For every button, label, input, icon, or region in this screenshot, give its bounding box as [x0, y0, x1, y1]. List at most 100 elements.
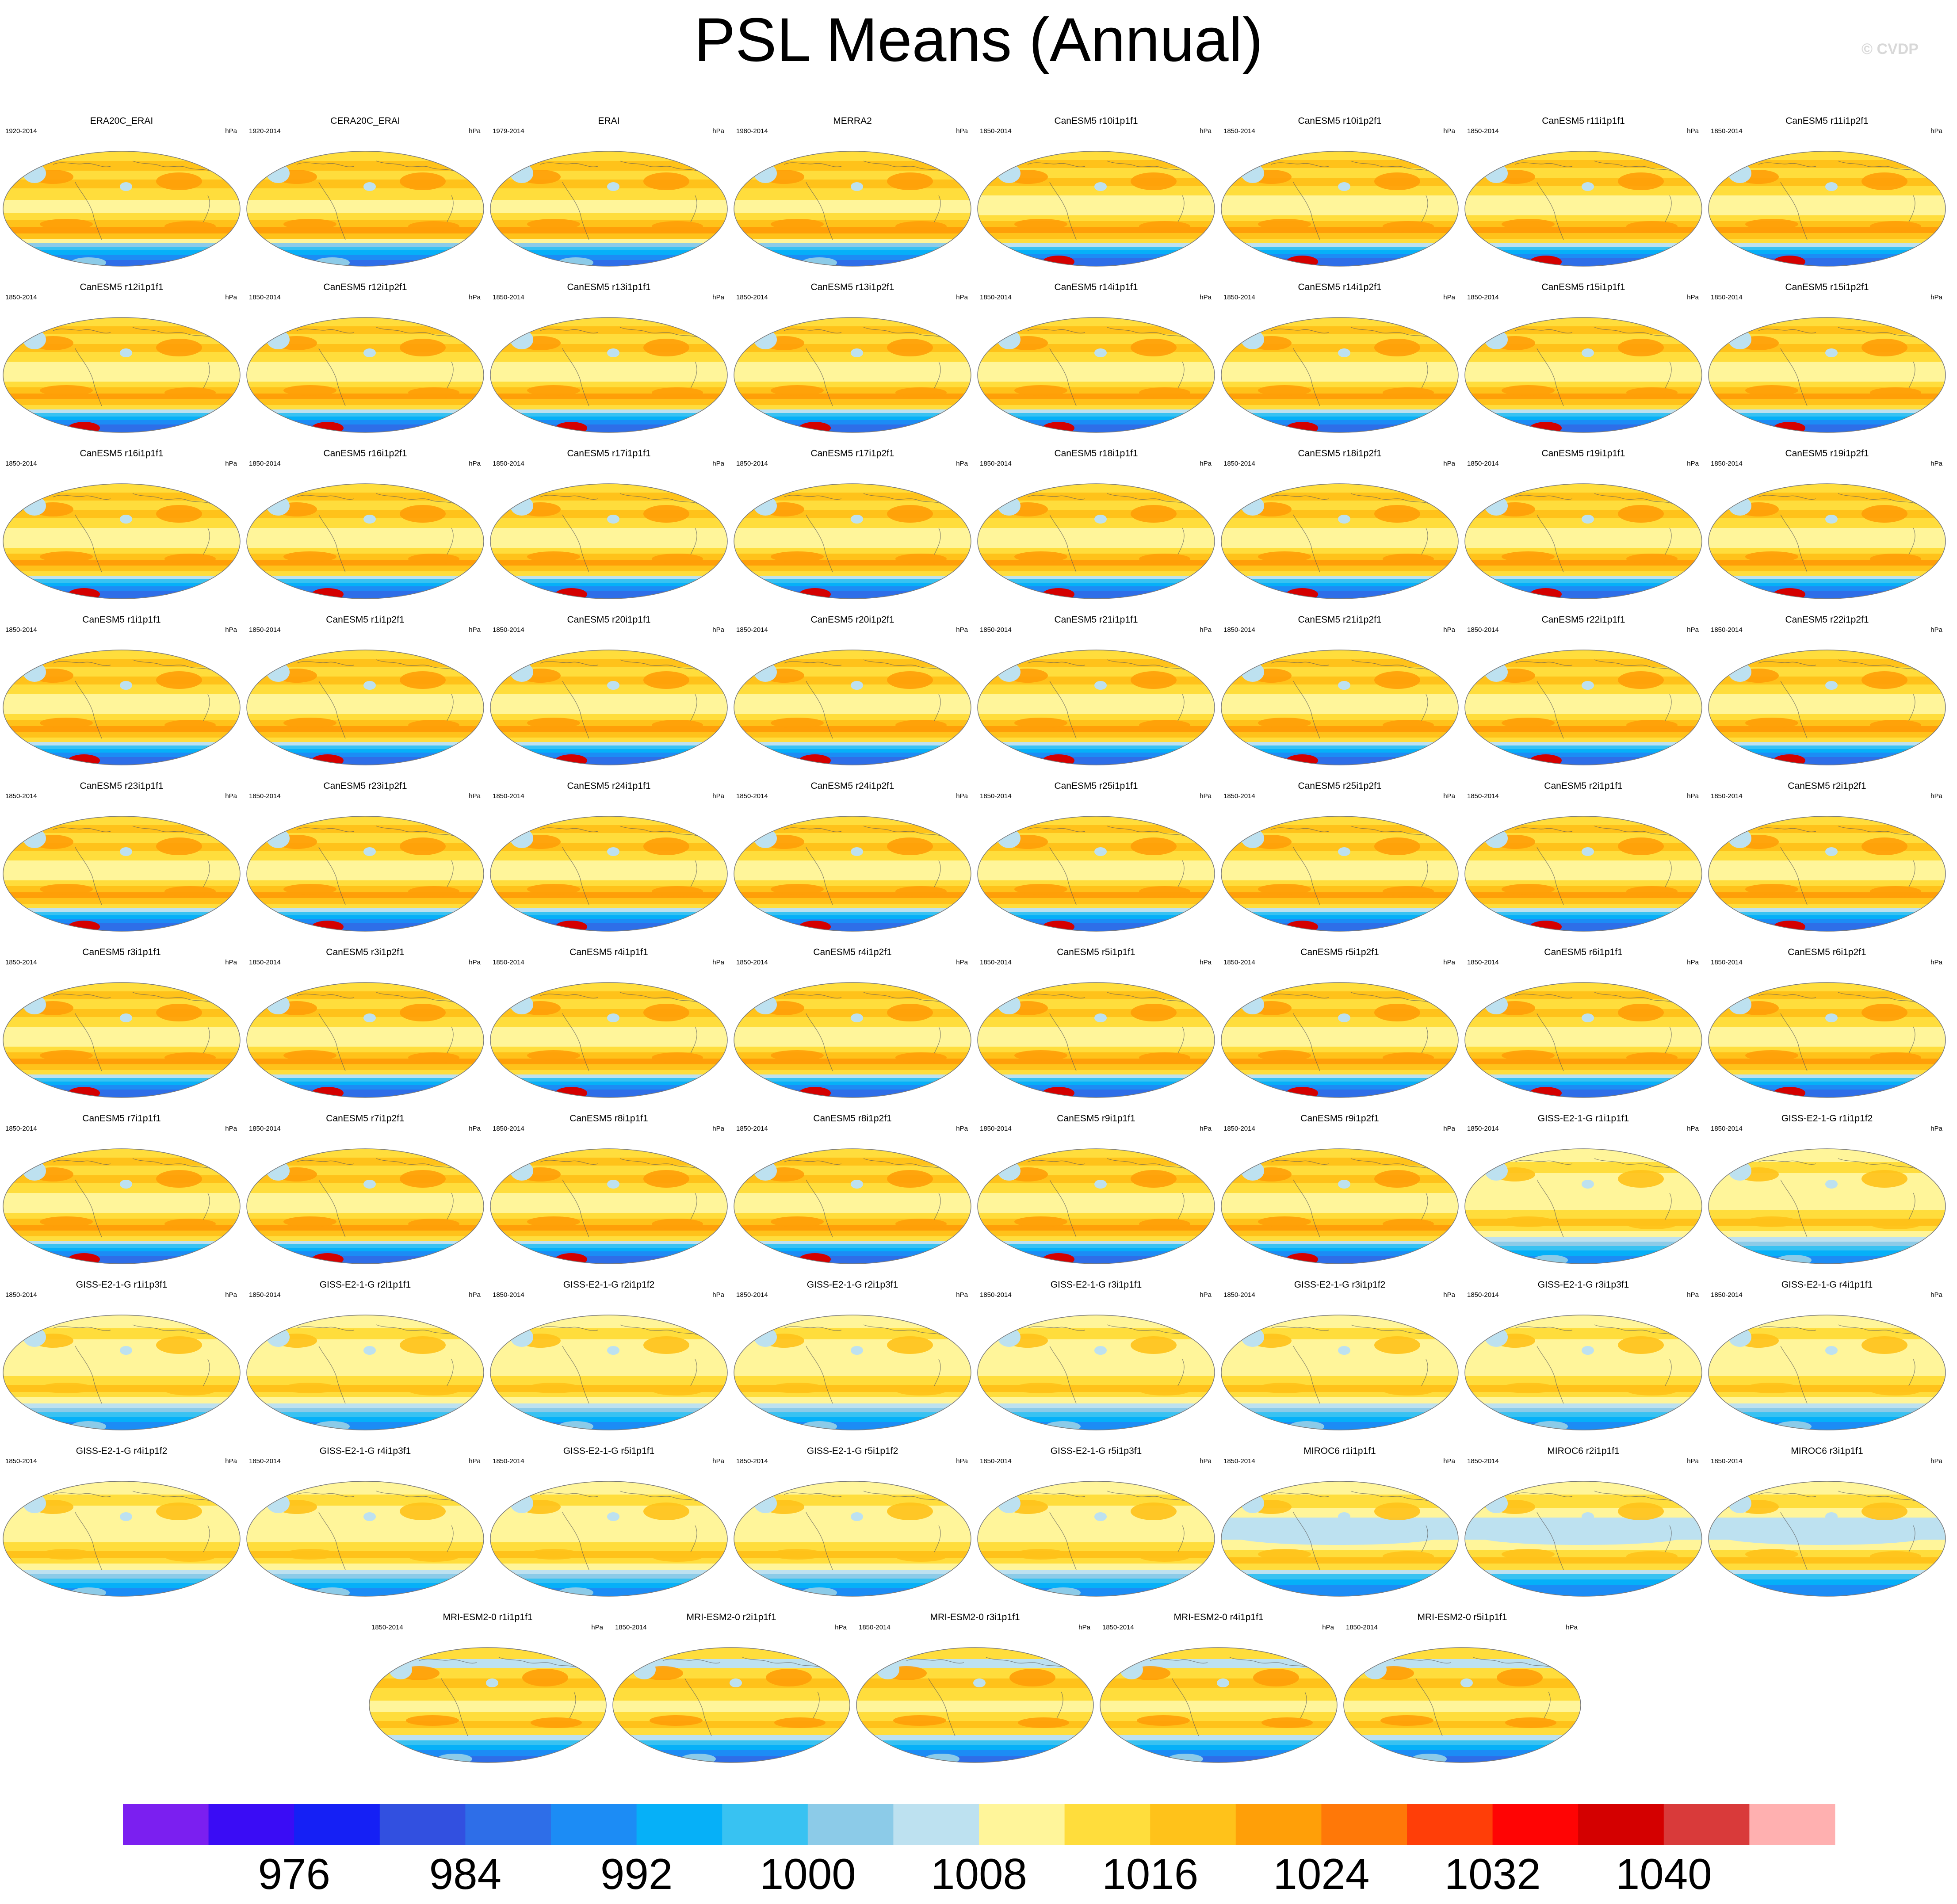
low-pressure-cell	[120, 182, 132, 191]
panel-title: CanESM5 r21i1p1f1	[1054, 615, 1138, 625]
panel-period: 1850-2014	[736, 792, 768, 800]
low-pressure-cell	[461, 489, 477, 498]
high-pressure-cell	[1383, 1052, 1434, 1063]
panel-units: hPa	[1200, 959, 1212, 966]
antarctic-high	[1774, 754, 1805, 765]
low-pressure-band	[1723, 1529, 1926, 1545]
contour-band	[1221, 195, 1458, 205]
high-pressure-cell	[887, 1004, 933, 1021]
contour-band	[856, 1701, 1093, 1712]
low-pressure-cell	[1582, 1346, 1594, 1355]
contour-band	[490, 825, 727, 833]
contour-band	[247, 1027, 484, 1036]
contour-band	[978, 1583, 1215, 1588]
contour-band	[3, 704, 240, 714]
map-outline	[1221, 816, 1459, 932]
low-pressure-cell	[1825, 515, 1838, 524]
contour-band	[734, 1090, 971, 1097]
contour-band	[490, 326, 727, 334]
contour-band	[1465, 742, 1702, 746]
coastline	[1150, 1657, 1310, 1736]
map-panel: CanESM5 r24i1p2f1 1850-2014 hPa	[731, 781, 974, 944]
coastline	[1758, 1491, 1918, 1570]
watermark: © CVDP	[1861, 41, 1919, 57]
panel-title: CanESM5 r1i1p2f1	[326, 615, 405, 625]
panel-period: 1850-2014	[980, 294, 1012, 301]
panel-units: hPa	[1687, 294, 1699, 301]
low-pressure-cell	[1192, 323, 1208, 332]
low-pressure-cell	[267, 1494, 290, 1513]
map-outline	[734, 816, 971, 932]
high-pressure-cell	[771, 1549, 824, 1560]
high-pressure-cell	[1258, 1549, 1311, 1560]
contour-band	[1709, 1237, 1946, 1242]
panel-units: hPa	[1200, 1291, 1212, 1299]
map-outline	[1464, 317, 1702, 433]
contour-band	[1709, 757, 1946, 765]
panel-title: CanESM5 r4i1p1f1	[570, 947, 648, 957]
low-pressure-cell	[754, 1161, 777, 1181]
colorbar-swatch	[1492, 1804, 1579, 1845]
contour-band	[1465, 1082, 1702, 1085]
contour-band	[490, 898, 727, 904]
high-pressure-cell	[1374, 172, 1420, 190]
contour-band	[247, 1036, 484, 1047]
contour-band	[978, 1078, 1215, 1082]
contour-band	[247, 1158, 484, 1166]
contour-band	[734, 566, 971, 571]
high-pressure-cell	[1383, 886, 1434, 897]
contour-band	[490, 1251, 727, 1256]
high-pressure-cell	[1861, 1336, 1907, 1354]
panel-units: hPa	[469, 127, 481, 135]
contour-band	[978, 1036, 1215, 1047]
contour-band	[1465, 151, 1702, 160]
panel-period: 1850-2014	[5, 626, 37, 634]
high-pressure-cell	[1131, 671, 1177, 689]
low-pressure-cell	[1338, 348, 1350, 357]
panel-title: CanESM5 r17i1p2f1	[810, 448, 894, 459]
panel-title: CanESM5 r3i1p1f1	[82, 947, 161, 957]
low-pressure-cell	[607, 1013, 619, 1022]
contour-band	[1221, 912, 1458, 915]
contour-band	[3, 371, 240, 382]
low-pressure-cell	[1436, 822, 1452, 830]
contour-band	[1465, 1403, 1702, 1408]
high-pressure-cell	[164, 1219, 216, 1229]
panel-title: GISS-E2-1-G r2i1p1f1	[319, 1280, 411, 1290]
contour-band	[1221, 1036, 1458, 1047]
contour-band	[1709, 233, 1946, 239]
high-pressure-cell	[1383, 387, 1434, 398]
contour-band	[1465, 923, 1702, 931]
contour-band	[247, 243, 484, 247]
contour-band	[3, 1481, 240, 1495]
contour-band	[734, 528, 971, 538]
contour-band	[3, 1408, 240, 1412]
coastline	[784, 826, 944, 905]
colorbar-tick-label: 1008	[931, 1850, 1027, 1898]
map-field	[490, 483, 728, 599]
map-field	[1221, 1481, 1459, 1597]
contour-band	[490, 1078, 727, 1082]
contour-band	[1465, 243, 1702, 247]
map-outline	[734, 1315, 971, 1430]
high-pressure-cell	[652, 886, 703, 897]
low-pressure-cell	[948, 1154, 964, 1163]
panel-period: 1850-2014	[736, 1125, 768, 1132]
panel-period: 1850-2014	[980, 460, 1012, 467]
map-field	[1221, 151, 1459, 267]
panel-period: 1850-2014	[1467, 294, 1499, 301]
map-outline	[3, 483, 241, 599]
map-panel: GISS-E2-1-G r1i1p1f2 1850-2014 hPa	[1705, 1113, 1949, 1277]
panel-units: hPa	[1200, 792, 1212, 800]
contour-band	[1709, 1570, 1946, 1574]
coastline	[1514, 493, 1674, 573]
high-pressure-cell	[895, 1385, 947, 1396]
contour-band	[734, 870, 971, 880]
panel-title: GISS-E2-1-G r4i1p1f1	[1781, 1280, 1873, 1290]
panel-title: MRI-ESM2-0 r4i1p1f1	[1173, 1612, 1264, 1622]
contour-band	[734, 738, 971, 742]
contour-band	[1465, 714, 1702, 720]
high-pressure-cell	[1139, 387, 1190, 398]
antarctic-high	[1774, 588, 1805, 599]
map-field	[1221, 483, 1459, 599]
